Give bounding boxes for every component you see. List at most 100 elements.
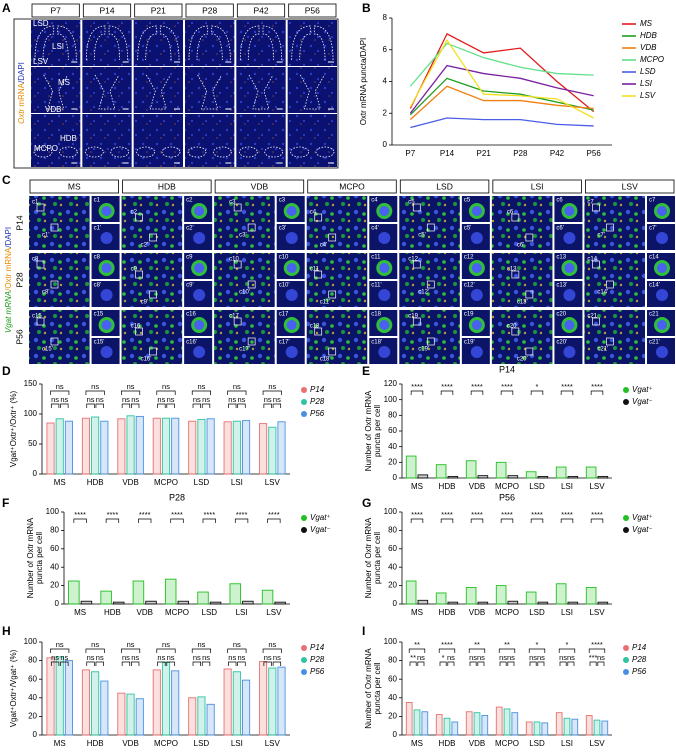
significance-label: ** <box>414 640 420 649</box>
inset-label: c14 <box>649 255 659 261</box>
inset-cell <box>470 289 483 301</box>
micrograph <box>82 114 132 167</box>
bar <box>117 692 126 736</box>
x-tick-label: LSD <box>529 739 545 748</box>
inset-cell <box>378 289 391 301</box>
x-tick-label: VDB <box>136 608 152 617</box>
significance-label: ns <box>87 653 95 662</box>
significance-label: ns <box>507 653 515 662</box>
bar <box>55 656 64 736</box>
inset-box <box>247 337 256 346</box>
x-tick-label: LSD <box>194 739 210 748</box>
inset-label: c9 <box>186 255 193 261</box>
significance-bracket <box>560 390 574 395</box>
significance-label: ns <box>91 640 99 649</box>
panel-label: B <box>362 1 371 15</box>
region-outline <box>136 146 156 158</box>
x-tick-label: LSD <box>202 608 218 617</box>
region-outline <box>145 74 171 110</box>
inset-label: c12' <box>464 283 475 289</box>
significance-bracket <box>166 403 175 408</box>
significance-label: ns <box>51 395 59 404</box>
significance-bracket <box>60 661 69 666</box>
y-axis-label: puncta per cell <box>373 532 382 584</box>
inset-box <box>525 290 534 299</box>
y-tick-label: 0 <box>55 599 60 608</box>
significance-bracket <box>201 661 211 666</box>
significance-label: **** <box>139 510 151 519</box>
inset-label: c21' <box>649 340 660 346</box>
micrograph <box>31 67 81 113</box>
bar <box>232 420 241 475</box>
row-label: Oxtr mRNA/DAPI <box>17 62 26 124</box>
panel-label: I <box>362 624 365 638</box>
inset-box <box>233 203 242 212</box>
inset-box <box>412 260 421 269</box>
micrograph <box>133 20 183 66</box>
x-tick-label: P21 <box>477 149 492 158</box>
legend-swatch <box>301 387 307 393</box>
y-axis-label: Vgat⁺Oxtr⁺/Vgat⁺ (%) <box>9 649 18 727</box>
bar <box>242 600 254 605</box>
legend-label: P28 <box>310 397 325 406</box>
inset-label: c18 <box>371 312 381 318</box>
region-label: LSV <box>33 57 49 66</box>
bar <box>465 460 477 479</box>
significance-label: ns <box>87 395 95 404</box>
micrograph <box>214 196 275 250</box>
region-outline <box>58 146 78 158</box>
legend-swatch <box>301 411 307 417</box>
bar <box>541 722 549 736</box>
inset-ref: c6' <box>517 243 524 249</box>
y-axis-label: puncta per cell <box>373 662 382 714</box>
panel-label: D <box>2 364 11 378</box>
series-line <box>409 77 594 116</box>
significance-bracket <box>589 661 597 666</box>
x-tick-label: MCPO <box>495 739 519 748</box>
column-header: P14 <box>99 5 114 15</box>
x-tick-label: MCPO <box>154 478 178 487</box>
x-tick-label: LSI <box>561 482 573 491</box>
bar <box>188 697 197 736</box>
legend-label: Vgat⁺ <box>632 385 653 394</box>
inset-cell <box>286 206 297 216</box>
bar <box>477 475 489 479</box>
y-axis-label: Number of Oxtr mRNA <box>26 517 35 598</box>
bar <box>563 717 571 736</box>
inset-box <box>36 317 45 326</box>
significance-label: ns <box>233 640 241 649</box>
inset-ref: c8 <box>32 257 39 263</box>
bar <box>259 423 268 475</box>
significance-bracket <box>409 661 417 666</box>
inset-ref: c4' <box>320 243 327 249</box>
significance-bracket <box>537 661 545 666</box>
significance-label: ns <box>567 653 575 662</box>
inset-box <box>314 270 323 279</box>
inset-ref: c20' <box>517 357 528 363</box>
region-label: LSD <box>33 19 49 28</box>
y-axis-label: Number of Oxtr mRNA <box>364 517 373 598</box>
significance-bracket <box>590 518 604 523</box>
column-header-box <box>134 3 183 18</box>
bar <box>68 580 80 605</box>
micrograph <box>306 196 368 250</box>
significance-bracket <box>50 403 60 408</box>
significance-label: ns <box>131 395 139 404</box>
micrograph <box>491 310 553 364</box>
legend-label: LSV <box>640 91 656 100</box>
significance-label: ns <box>197 382 205 391</box>
inset-box <box>606 280 614 289</box>
inset-label: c20 <box>556 312 566 318</box>
inset-box <box>50 280 59 289</box>
inset-cell <box>285 346 298 358</box>
inset-label: c4 <box>371 198 378 204</box>
inset-ref: c14' <box>597 290 608 296</box>
bar <box>112 601 125 605</box>
column-header-box <box>585 179 675 194</box>
inset-box <box>135 270 143 279</box>
bar <box>100 680 109 736</box>
micrograph <box>584 253 645 307</box>
bar <box>197 696 206 736</box>
inset-label: c5' <box>464 226 471 232</box>
y-tick-label: 20 <box>388 712 397 721</box>
